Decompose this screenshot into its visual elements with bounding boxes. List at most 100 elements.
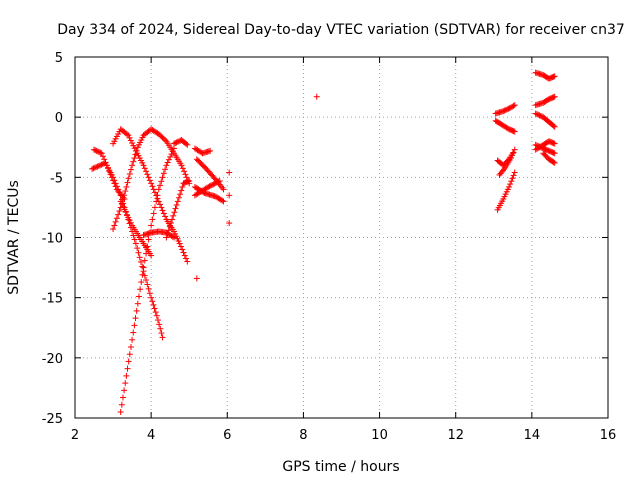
data-point	[127, 137, 134, 144]
data-point	[140, 264, 147, 271]
data-point	[206, 183, 213, 190]
data-point	[107, 171, 114, 178]
data-point	[110, 177, 117, 184]
data-point	[170, 140, 177, 147]
data-point	[193, 275, 200, 282]
data-point	[113, 215, 120, 222]
data-point	[130, 329, 137, 336]
data-point	[118, 200, 125, 207]
data-point	[172, 205, 179, 212]
data-point	[551, 159, 558, 166]
y-tick-labels: -25 -20 -15 -10 -5 0 5	[42, 51, 63, 427]
data-point	[154, 195, 161, 202]
data-point	[145, 174, 152, 181]
data-point	[120, 203, 127, 210]
data-point	[509, 175, 516, 182]
data-point	[173, 202, 180, 209]
x-tick-label: 12	[447, 428, 464, 443]
data-point	[123, 372, 130, 379]
data-point	[150, 186, 157, 193]
data-point	[130, 142, 137, 149]
y-tick-label: -15	[42, 292, 63, 307]
data-point	[146, 290, 153, 297]
data-point	[551, 123, 558, 130]
data-point	[138, 279, 145, 286]
data-point	[160, 210, 167, 217]
y-axis-label: SDTVAR / TECUs	[6, 180, 22, 295]
data-point	[507, 181, 514, 188]
data-point	[537, 112, 544, 119]
data-point	[205, 183, 212, 190]
data-point	[149, 298, 156, 305]
data-point	[510, 172, 517, 179]
data-point	[132, 240, 139, 247]
data-point	[125, 175, 132, 182]
data-point	[184, 258, 191, 265]
data-point	[135, 293, 142, 300]
data-point	[164, 159, 171, 166]
data-point	[151, 204, 158, 211]
data-point	[220, 186, 227, 193]
data-point	[134, 300, 141, 307]
data-point	[150, 301, 157, 308]
data-point	[119, 394, 126, 401]
y-tick-label: -10	[42, 232, 63, 247]
data-point	[102, 159, 109, 166]
data-point	[165, 156, 172, 163]
data-point	[162, 166, 169, 173]
data-point	[207, 147, 214, 154]
y-tick-label: 0	[55, 111, 63, 126]
data-point	[123, 183, 130, 190]
data-point	[502, 106, 509, 113]
data-point	[155, 198, 162, 205]
data-point	[508, 178, 515, 185]
data-point	[126, 170, 133, 177]
data-point	[313, 93, 320, 100]
y-tick-label: 5	[55, 51, 63, 66]
data-point	[167, 220, 174, 227]
data-point	[134, 245, 141, 252]
data-point	[129, 162, 136, 169]
data-point	[174, 138, 181, 145]
data-point	[148, 180, 155, 187]
data-point	[144, 281, 151, 288]
data-point	[118, 401, 125, 408]
data-point	[533, 111, 540, 118]
data-point	[140, 162, 147, 169]
data-point	[158, 330, 165, 337]
data-point	[124, 131, 131, 138]
y-tick-label: -5	[50, 171, 63, 186]
data-point	[506, 183, 513, 190]
data-point	[93, 147, 100, 154]
data-point	[92, 147, 99, 154]
data-point	[535, 111, 542, 118]
data-point	[182, 171, 189, 178]
data-point	[179, 246, 186, 253]
data-point	[158, 204, 165, 211]
data-point	[532, 110, 539, 117]
data-point	[160, 170, 167, 177]
data-point	[157, 201, 164, 208]
data-point	[162, 213, 169, 220]
data-point	[177, 191, 184, 198]
y-tick-label: -20	[42, 352, 63, 367]
data-point	[125, 358, 132, 365]
data-point	[164, 230, 171, 237]
data-point	[550, 159, 557, 166]
data-point	[117, 408, 124, 415]
data-point	[117, 204, 124, 211]
data-point	[119, 196, 126, 203]
data-point	[158, 178, 165, 185]
data-point	[127, 219, 134, 226]
data-point	[551, 93, 558, 100]
data-point	[89, 165, 96, 172]
data-point	[165, 227, 172, 234]
data-point	[91, 164, 98, 171]
data-point	[131, 155, 138, 162]
data-point	[178, 187, 185, 194]
data-point	[170, 212, 177, 219]
data-points	[89, 69, 558, 415]
data-point	[183, 255, 190, 262]
data-point	[126, 217, 133, 224]
